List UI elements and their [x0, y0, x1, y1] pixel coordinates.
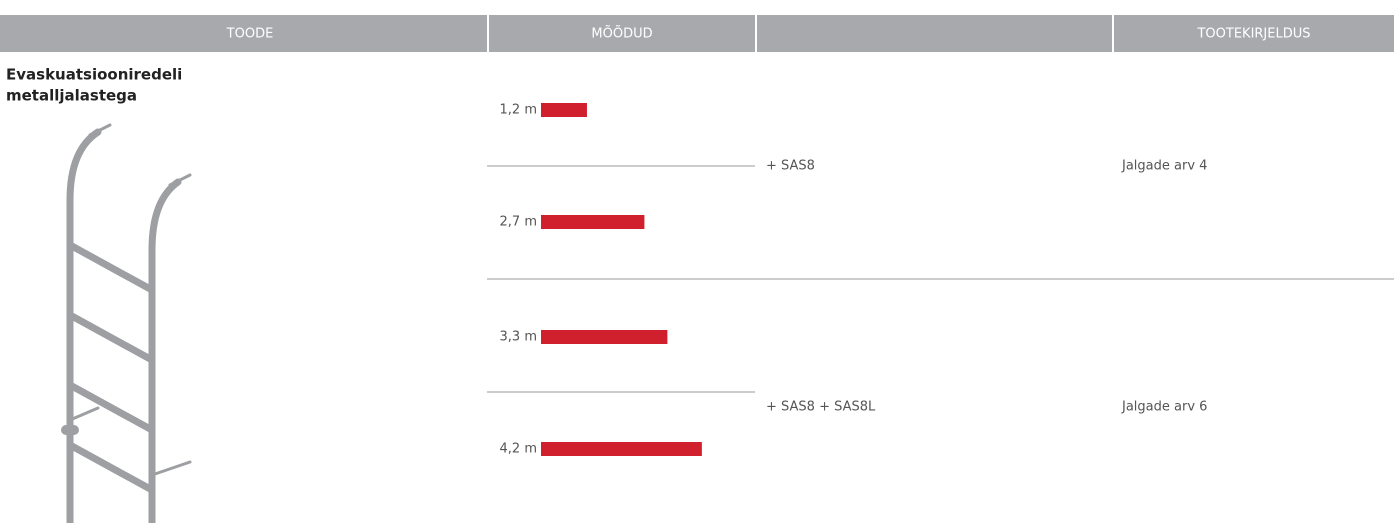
- description: Jalgade arv 4: [1121, 159, 1207, 174]
- product-name: Evaskuatsiooniredeli: [6, 66, 182, 84]
- length-label: 3,3 m: [500, 330, 537, 345]
- header-cell: [489, 15, 755, 52]
- addon: + SAS8: [766, 159, 815, 174]
- header-cell: [757, 15, 1112, 52]
- header-cell: [1114, 15, 1394, 52]
- product-name: metalljalastega: [6, 87, 137, 105]
- length-label: 2,7 m: [500, 215, 537, 230]
- length-bar: [541, 103, 587, 117]
- header-dimensions: MÕÕDUD: [591, 26, 652, 42]
- length-bar: [541, 330, 668, 344]
- header-cell: [0, 15, 487, 52]
- length-label: 1,2 m: [500, 103, 537, 118]
- header-product: TOODE: [226, 27, 274, 42]
- header-description: TOOTEKIRJELDUS: [1196, 27, 1310, 42]
- length-bar: [541, 215, 645, 229]
- description: Jalgade arv 6: [1121, 400, 1207, 415]
- ladder-image: [61, 123, 192, 527]
- addon: + SAS8 + SAS8L: [766, 400, 876, 415]
- length-bar: [541, 442, 702, 456]
- length-label: 4,2 m: [500, 442, 537, 457]
